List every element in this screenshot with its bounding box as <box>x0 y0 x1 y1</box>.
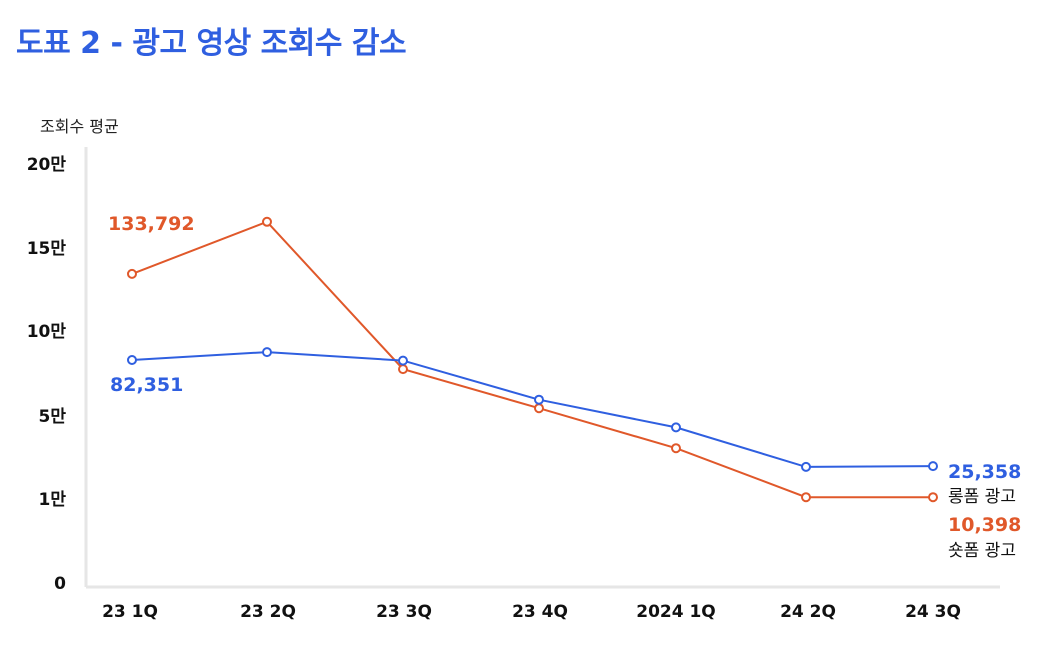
y-axis-title: 조회수 평균 <box>40 117 119 136</box>
y-tick-label: 0 <box>54 574 66 594</box>
x-tick-label: 2024 1Q <box>636 602 716 622</box>
x-tick-label: 24 2Q <box>780 602 836 622</box>
data-label: 82,351 <box>110 374 183 396</box>
series-name-label: 롱폼 광고 <box>948 487 1016 507</box>
data-point <box>928 492 938 503</box>
y-tick-label: 10만 <box>27 322 67 342</box>
y-tick-label: 20만 <box>27 155 67 175</box>
data-point <box>671 422 681 433</box>
x-tick-label: 23 1Q <box>102 602 158 622</box>
data-point <box>801 492 811 503</box>
data-point <box>671 443 681 454</box>
data-point <box>127 268 137 279</box>
data-point <box>398 364 408 375</box>
data-label: 133,792 <box>108 213 195 235</box>
data-point <box>127 355 137 365</box>
x-tick-label: 24 3Q <box>905 602 961 622</box>
data-label: 10,398 <box>948 514 1021 536</box>
y-tick-label: 5만 <box>39 407 67 427</box>
series-name-label: 숏폼 광고 <box>948 541 1016 561</box>
y-tick-label: 15만 <box>27 239 67 259</box>
data-label: 25,358 <box>948 461 1021 483</box>
data-point <box>928 461 938 472</box>
data-point <box>398 355 408 366</box>
data-point <box>534 394 544 405</box>
data-point <box>801 461 811 472</box>
series-line <box>131 351 934 468</box>
data-point <box>534 403 544 414</box>
x-tick-label: 23 4Q <box>512 602 568 622</box>
y-tick-label: 1만 <box>39 490 67 510</box>
x-tick-label: 23 3Q <box>376 602 432 622</box>
data-point <box>262 347 272 358</box>
data-point <box>262 216 272 227</box>
series-line <box>131 220 933 499</box>
x-tick-label: 23 2Q <box>240 602 296 622</box>
chart-title: 도표 2 - 광고 영상 조회수 감소 <box>16 26 407 61</box>
